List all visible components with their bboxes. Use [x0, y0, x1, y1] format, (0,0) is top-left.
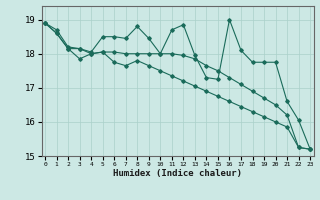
X-axis label: Humidex (Indice chaleur): Humidex (Indice chaleur) [113, 169, 242, 178]
